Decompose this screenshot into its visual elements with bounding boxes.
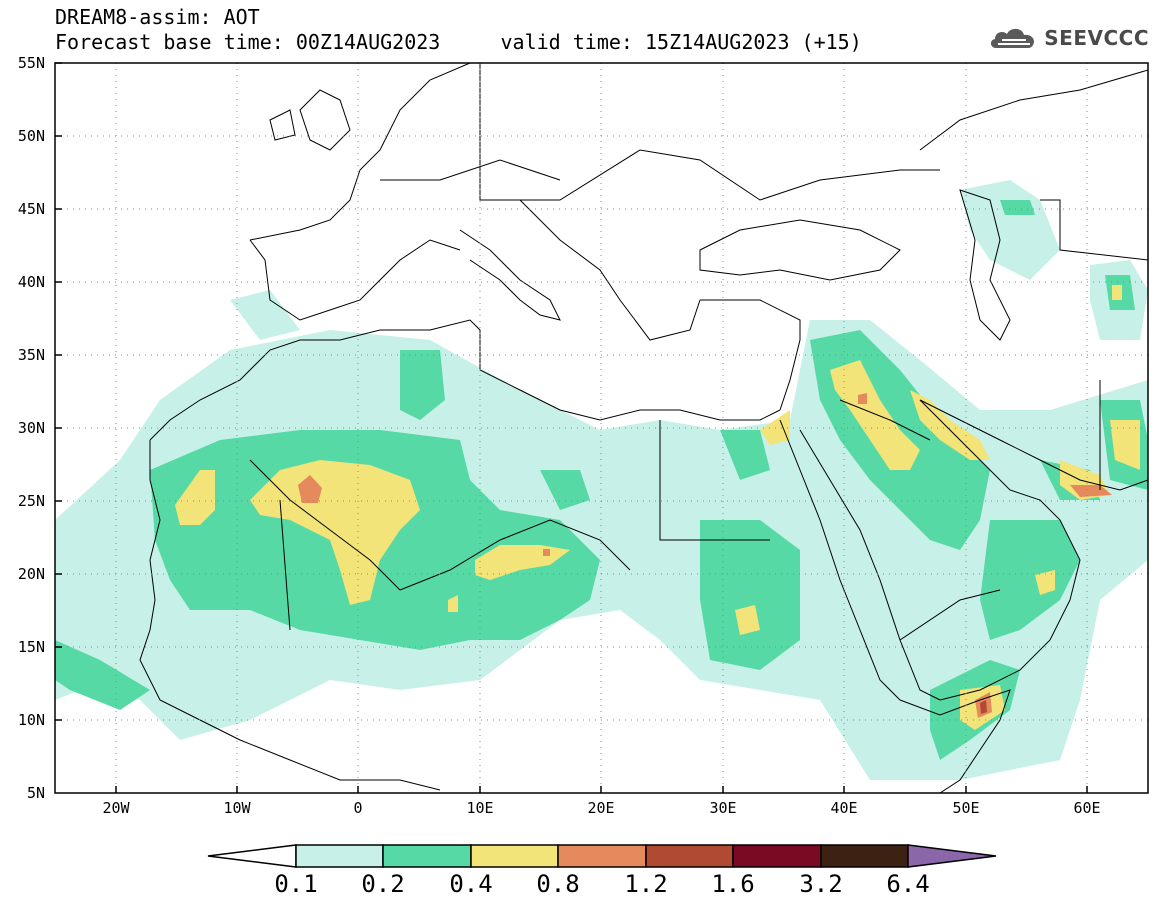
colorbar-segment-4	[557, 844, 647, 868]
colorbar-segment-over	[907, 844, 997, 868]
map-subtitle: Forecast base time: 00Z14AUG2023 valid t…	[55, 30, 862, 54]
lat-label: 55N	[17, 54, 45, 72]
cloud-logo-icon	[991, 28, 1035, 48]
lat-label: 25N	[17, 492, 45, 510]
aot-band-0-4	[175, 285, 1140, 730]
colorbar-segment-5	[645, 844, 734, 868]
lat-label: 50N	[17, 127, 45, 145]
lon-label: 50E	[952, 799, 980, 817]
lon-label: 60E	[1073, 799, 1101, 817]
aot-band-1-2	[980, 700, 987, 714]
colorbar-label: 3.2	[799, 870, 843, 898]
coastlines	[139, 63, 1148, 793]
colorbar-segment-7	[820, 844, 909, 868]
lon-label: 10E	[466, 799, 494, 817]
lat-label: 20N	[17, 565, 45, 583]
lat-label: 5N	[26, 784, 45, 802]
lat-label: 35N	[17, 346, 45, 364]
graticule	[55, 63, 1148, 793]
lon-label: 20W	[102, 799, 130, 817]
lon-label: 40E	[830, 799, 858, 817]
lon-label: 20E	[587, 799, 615, 817]
map-title: DREAM8-assim: AOT	[55, 5, 260, 29]
lon-label: 30E	[709, 799, 737, 817]
lat-label: 10N	[17, 711, 45, 729]
colorbar-segment-3	[470, 844, 559, 868]
colorbar-label: 0.1	[274, 870, 318, 898]
lat-label: 40N	[17, 273, 45, 291]
colorbar-segment-6	[732, 844, 822, 868]
colorbar	[207, 844, 997, 868]
lon-label: 0	[353, 799, 363, 817]
brand-name: SEEVCCC	[1044, 26, 1149, 50]
colorbar-label: 1.2	[624, 870, 668, 898]
axis-ticks	[55, 62, 1088, 793]
lat-label: 15N	[17, 638, 45, 656]
colorbar-label: 1.6	[711, 870, 755, 898]
colorbar-label: 0.2	[361, 870, 405, 898]
colorbar-segment-1	[295, 844, 384, 868]
lat-label: 30N	[17, 419, 45, 437]
colorbar-segment-under	[207, 844, 297, 868]
colorbar-label: 6.4	[886, 870, 930, 898]
colorbar-segment-2	[382, 844, 472, 868]
lon-label: 10W	[223, 799, 251, 817]
brand-logo: SEEVCCC	[988, 24, 1149, 52]
colorbar-label: 0.8	[536, 870, 580, 898]
lat-label: 45N	[17, 200, 45, 218]
colorbar-label: 0.4	[449, 870, 493, 898]
